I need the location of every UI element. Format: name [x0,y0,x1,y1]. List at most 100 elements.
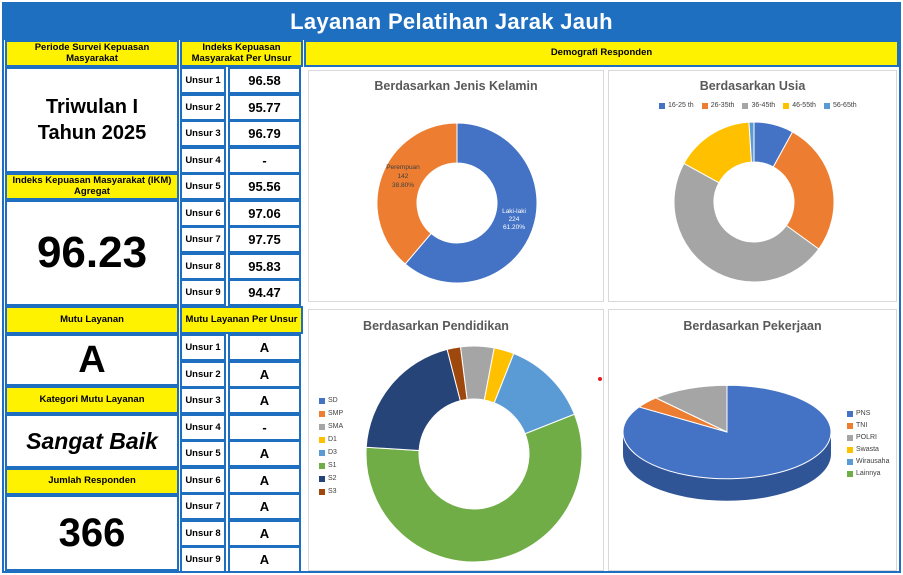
chart-job-title: Berdasarkan Pekerjaan [683,319,822,333]
legend-swatch [659,102,665,109]
data-label-perempuan-name: Perempuan [386,164,420,171]
legend-item: S3 [319,488,343,495]
periode-header: Periode Survei Kepuasan Masyarakat [5,40,179,67]
legend-swatch [319,488,325,495]
data-label-laki-laki-value: 224 [509,216,520,223]
legend-label: SMP [328,410,344,417]
legend-label: S3 [328,488,337,495]
gender-slice-perempuan [376,122,458,265]
ikm-header: Indeks Kepuasan Masyarakat (IKM) Agregat [5,173,179,200]
unsur-label: Unsur 3 [180,120,226,147]
unsur-label: Unsur 7 [180,226,226,253]
legend-label: S2 [328,475,337,482]
kategori-header: Kategori Mutu Layanan [5,386,179,414]
job-slice-polri [654,384,728,433]
chart-education-title: Berdasarkan Pendidikan [363,319,509,333]
legend-item: Swasta [847,446,889,453]
unsur-label: Unsur 4 [180,146,226,174]
legend-label: D1 [328,436,337,443]
chart-age-panel: Berdasarkan Usia 16-25 th 26-35th 36-45th 4… [608,70,897,302]
unsur-label: Unsur 2 [180,360,226,388]
chart-education-panel: Berdasarkan Pendidikan SD SMP SMA D1 D3 S1 S2 S… [308,309,604,571]
unsur-value: A [228,440,301,467]
unsur-value: A [228,466,301,494]
unsur-value: A [228,519,301,547]
legend-swatch [847,410,853,417]
chart-job-panel: Berdasarkan Pekerjaan PNS TNI POLRI Swasta W… [608,309,897,571]
legend-label: 26-35th [710,102,735,109]
unsur-value: 95.56 [228,173,301,200]
unsur-value: 95.77 [228,93,301,121]
job-slice-pns [622,384,832,480]
unsur-value: A [228,334,301,361]
chart-age-legend: 16-25 th 26-35th 36-45th 46-55th 56-65th [659,102,879,109]
legend-item: 16-25 th [659,102,694,109]
legend-label: Wirausaha [856,458,890,465]
unsur-label: Unsur 6 [180,466,226,494]
unsur-label: Unsur 3 [180,387,226,414]
legend-label: D3 [328,449,337,456]
legend-swatch [319,423,325,430]
legend-swatch [319,397,325,404]
legend-label: 46-55th [792,102,816,109]
education-slice-s1 [365,413,583,563]
legend-item: 56-65th [823,102,857,109]
data-label-perempuan-percent: 38.80% [392,182,414,189]
unsur-value: - [228,413,301,441]
page-title: Layanan Pelatihan Jarak Jauh [4,4,899,40]
unsur-value: 96.79 [228,120,301,147]
mutu-value: A [5,334,179,386]
chart-gender-title: Berdasarkan Jenis Kelamin [374,79,538,93]
unsur-value: A [228,387,301,414]
unsur-label: Unsur 6 [180,199,226,227]
unsur-label: Unsur 9 [180,546,226,573]
unsur-label: Unsur 7 [180,493,226,520]
periode-line1: Triwulan I [45,96,139,118]
legend-label: Swasta [856,446,879,453]
chart-education-svg [365,345,583,563]
legend-item: S2 [319,475,343,482]
legend-swatch [823,102,830,109]
ikm-value: 96.23 [5,200,179,306]
legend-swatch [319,475,325,482]
gender-slice-laki-laki [404,122,538,284]
legend-item: 26-35th [701,102,735,109]
unsur-label: Unsur 9 [180,279,226,306]
legend-label: TNI [856,422,868,429]
unsur-value: - [228,146,301,174]
legend-swatch [319,449,325,456]
kategori-value: Sangat Baik [5,414,179,468]
legend-swatch [847,422,853,429]
red-marker-dot [598,377,602,381]
chart-age-svg [673,121,835,283]
job-pie-side [623,432,831,501]
legend-label: 36-45th [751,102,776,109]
unsur-label: Unsur 8 [180,252,226,280]
legend-label: POLRI [856,434,878,441]
legend-swatch [742,102,749,109]
unsur-value: 97.06 [228,199,301,227]
legend-item: TNI [847,422,889,429]
age-slice-56-65th [748,121,755,163]
unsur-label: Unsur 5 [180,440,226,467]
legend-swatch [319,462,325,469]
legend-item: D3 [319,449,343,456]
legend-item: Lainnya [847,470,889,477]
legend-item: SD [319,397,343,404]
unsur-value: A [228,546,301,573]
legend-swatch [319,410,325,417]
unsur-label: Unsur 1 [180,334,226,361]
chart-job-svg [622,384,832,501]
legend-item: Wirausaha [847,458,889,465]
legend-swatch [847,434,853,441]
data-label-laki-laki-name: Laki-laki [502,208,526,215]
mutu-table-header: Mutu Layanan Per Unsur [180,306,303,334]
unsur-value: A [228,360,301,388]
age-slice-36-45th [673,162,820,283]
legend-label: 16-25 th [668,102,694,109]
legend-label: PNS [856,410,871,417]
data-label-laki-laki-percent: 61.20% [503,224,525,231]
legend-swatch [847,470,853,477]
legend-swatch [319,436,325,443]
